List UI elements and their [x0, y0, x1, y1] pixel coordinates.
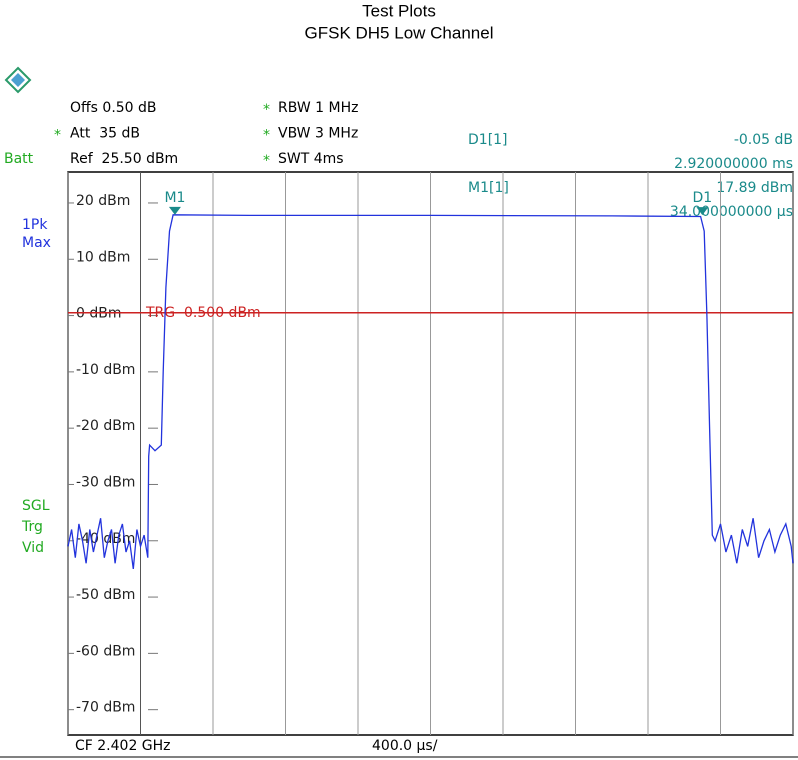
sweep-label: Vid [22, 540, 44, 556]
trace-label: Max [22, 235, 51, 251]
y-tick-label: 10 dBm [76, 249, 130, 265]
setting-mark: * [263, 102, 270, 118]
sweep-label: SGL [22, 498, 50, 514]
setting-mark: * [263, 153, 270, 169]
sweep-per-division: 400.0 µs/ [372, 738, 438, 754]
center-frequency: CF 2.402 GHz [75, 738, 171, 754]
setting: Ref 25.50 dBm [70, 151, 178, 167]
subtitle: GFSK DH5 Low Channel [305, 23, 494, 42]
marker-name: D1[1] [468, 132, 508, 148]
y-tick-label: -70 dBm [76, 700, 135, 716]
marker [696, 207, 709, 216]
y-tick-label: -60 dBm [76, 643, 135, 659]
y-tick-label: 20 dBm [76, 193, 130, 209]
logo [4, 66, 32, 94]
y-tick-label: -10 dBm [76, 362, 135, 378]
setting: VBW 3 MHz [278, 126, 358, 142]
marker-position: 34.000000000 µs [670, 204, 793, 220]
sweep-label: Trg [21, 519, 43, 535]
setting-mark: * [263, 128, 270, 144]
marker-label: D1 [693, 190, 713, 206]
y-tick-label: -20 dBm [76, 418, 135, 434]
setting: Att 35 dB [70, 126, 140, 142]
marker-name: M1[1] [468, 180, 509, 196]
y-tick-label: -50 dBm [76, 587, 135, 603]
title: Test Plots [362, 1, 436, 20]
marker [168, 206, 181, 215]
trace [67, 214, 794, 569]
battery-label: Batt [4, 151, 34, 167]
marker-value: -0.05 dB [734, 132, 793, 148]
trigger-label: TRG 0.500 dBm [145, 305, 261, 321]
marker-value: 17.89 dBm [716, 180, 793, 196]
y-tick-label: 0 dBm [76, 306, 122, 322]
marker-position: 2.920000000 ms [674, 156, 793, 172]
setting: RBW 1 MHz [278, 100, 358, 116]
setting: SWT 4ms [278, 151, 344, 167]
y-tick-label: -40 dBm [76, 531, 135, 547]
setting: Offs 0.50 dB [70, 100, 157, 116]
trace-label: 1Pk [22, 217, 48, 233]
marker-label: M1 [164, 190, 185, 206]
y-tick-label: -30 dBm [76, 474, 135, 490]
setting-mark: * [54, 128, 61, 144]
